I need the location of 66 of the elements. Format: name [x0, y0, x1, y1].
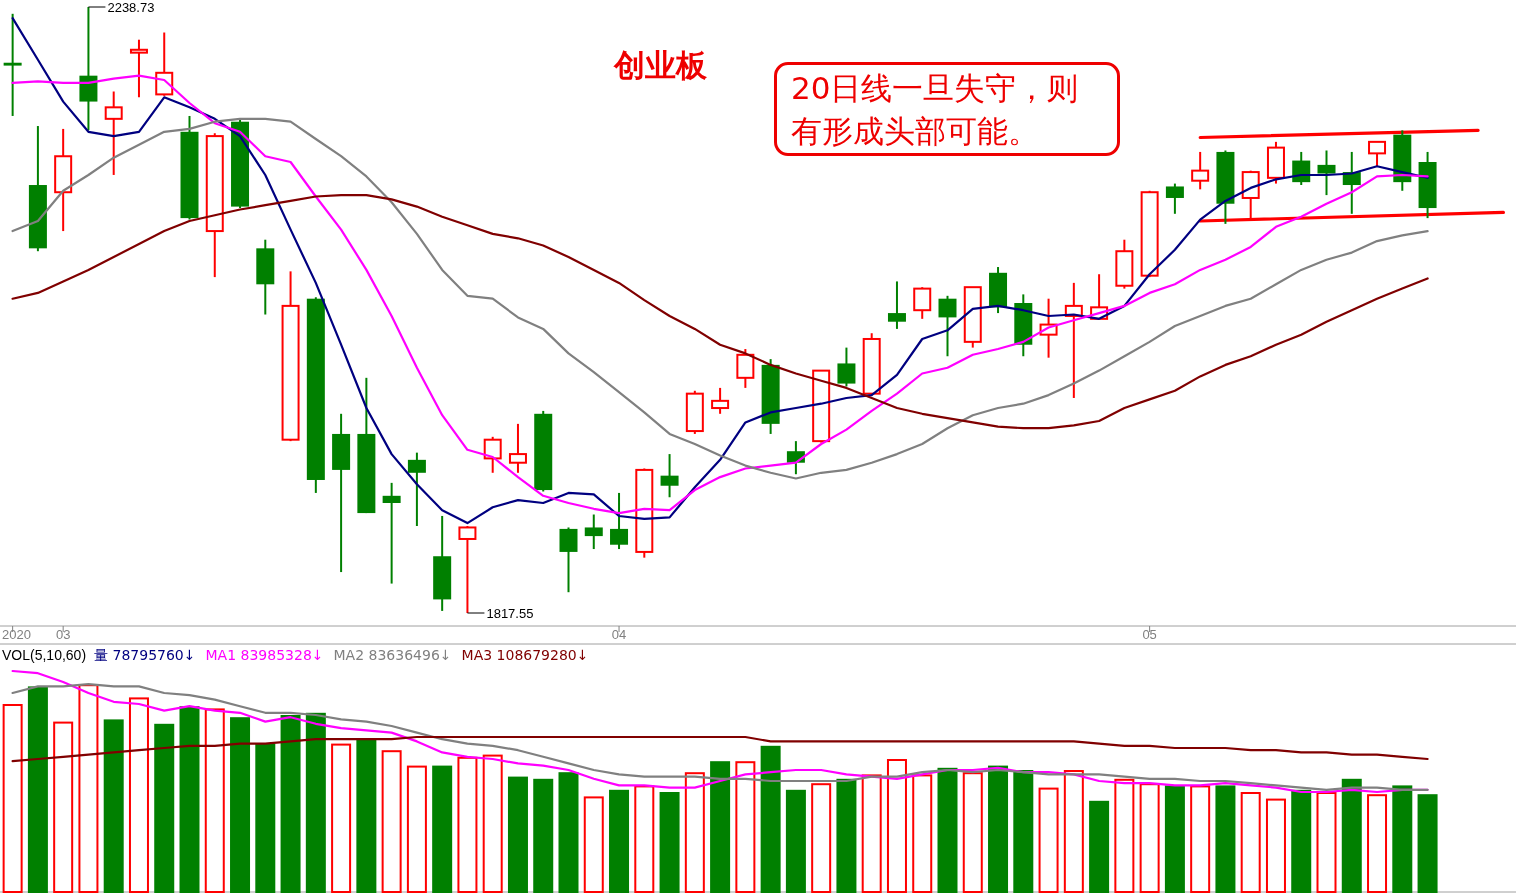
bar	[381, 750, 402, 893]
bar	[305, 712, 326, 893]
bar	[962, 772, 983, 893]
bar	[634, 785, 655, 893]
bar	[609, 789, 630, 893]
x-tick-label: 2020	[2, 627, 31, 642]
bar	[684, 772, 705, 893]
x-tick-label: 04	[611, 627, 627, 642]
bar	[53, 721, 74, 893]
bar	[533, 778, 554, 893]
bar	[710, 761, 731, 893]
bar	[331, 743, 352, 893]
legend: VOL(5,10,60) 量 78795760↓ MA1 83985328↓ MA2 83636496↓ MA3 108679280↓	[2, 647, 589, 663]
bar	[659, 792, 680, 893]
bar	[255, 743, 276, 893]
bar	[1240, 792, 1261, 893]
bar	[785, 789, 806, 893]
bar	[886, 759, 907, 893]
bar	[937, 767, 958, 893]
annotation: 2238.73	[107, 0, 155, 15]
bar	[103, 719, 124, 893]
bar	[1089, 800, 1110, 893]
bar	[912, 774, 933, 893]
x-tick-label: 03	[55, 627, 71, 642]
bar	[457, 756, 478, 893]
bar	[1114, 778, 1135, 893]
bar	[1367, 794, 1388, 893]
annotation: 1817.55	[486, 606, 534, 621]
bar	[760, 745, 781, 893]
bar	[1417, 794, 1438, 893]
bar	[204, 708, 225, 893]
bar	[735, 761, 756, 893]
bar	[27, 686, 48, 893]
bar	[1139, 783, 1160, 893]
bar	[179, 706, 200, 893]
bar	[2, 704, 23, 893]
bar	[356, 739, 377, 893]
bar	[1265, 798, 1286, 893]
bar	[482, 754, 503, 893]
text: 创业板	[612, 47, 708, 83]
bar	[78, 684, 99, 893]
bar	[1215, 785, 1236, 893]
x-tick-label: 05	[1142, 627, 1157, 642]
bar	[507, 776, 528, 893]
bar	[280, 715, 301, 893]
bar	[1341, 778, 1362, 893]
bar	[1063, 770, 1084, 893]
bar	[558, 772, 579, 893]
bar	[1316, 792, 1337, 893]
bar	[1013, 770, 1034, 893]
bar	[1291, 789, 1312, 893]
bar	[1392, 785, 1413, 893]
bar	[1164, 785, 1185, 893]
bar	[432, 765, 453, 893]
bar	[128, 697, 149, 893]
bar	[988, 765, 1009, 893]
bar	[154, 723, 175, 893]
bar	[583, 796, 604, 893]
bar	[230, 717, 251, 893]
bar	[861, 774, 882, 893]
annotation: 20日线一旦失守，则有形成头部可能。	[774, 62, 1120, 156]
bar	[836, 778, 857, 893]
bar	[1190, 785, 1211, 893]
bar	[406, 765, 427, 893]
bar	[811, 783, 832, 893]
bar	[1038, 787, 1059, 893]
